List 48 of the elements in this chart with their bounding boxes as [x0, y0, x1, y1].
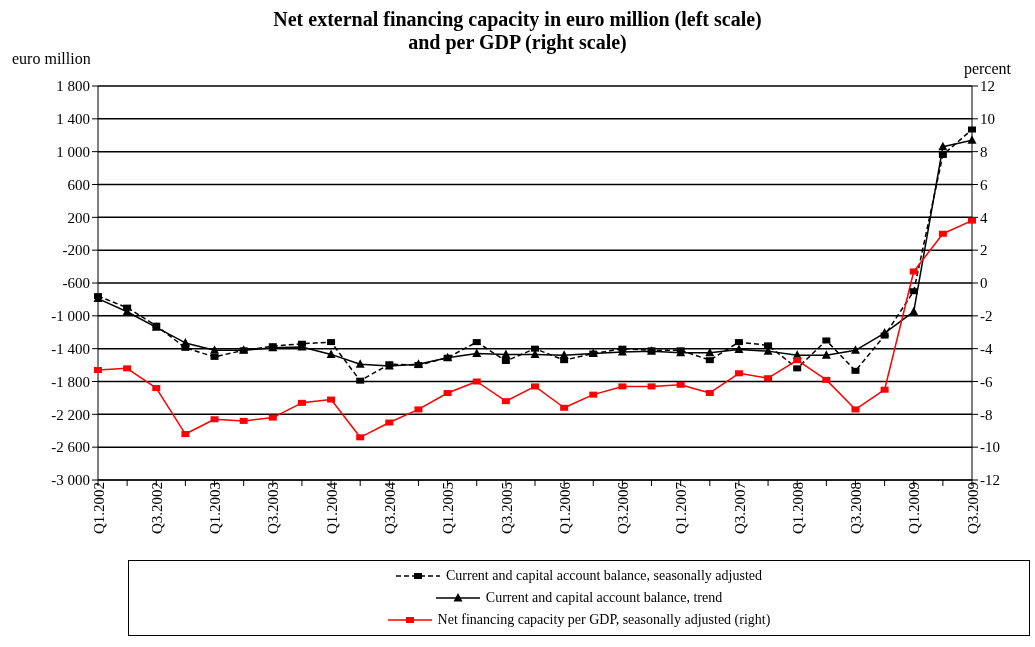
x-tick-label: Q3.2009 [964, 482, 981, 535]
y2-tick-label: -12 [980, 472, 1000, 489]
x-tick-label: Q1.2009 [906, 482, 923, 535]
chart-title: Net external financing capacity in euro million (left scale) and per GDP (right scale) [272, 8, 763, 53]
y-tick-label: -600 [62, 275, 90, 292]
legend-label: Current and capital account balance, seasonally adjusted [445, 568, 763, 584]
x-tick-label: Q3.2004 [381, 481, 398, 535]
y-tick-label: -2 600 [51, 439, 90, 456]
x-tick-label: Q1.2004 [323, 481, 340, 535]
y2-tick-label: -10 [980, 439, 1000, 456]
y-tick-label: -200 [62, 242, 90, 259]
y-tick-label: -1 800 [51, 373, 90, 390]
legend-label: Current and capital account balance, trend [485, 590, 723, 606]
y-tick-label: 1 800 [56, 78, 90, 95]
y-axis-title: euro million [12, 50, 91, 68]
y2-tick-label: 0 [980, 275, 988, 292]
y2-tick-label: 8 [980, 143, 988, 160]
x-tick-label: Q1.2002 [90, 482, 107, 535]
y-tick-label: -2 200 [51, 406, 90, 423]
y2-tick-label: -2 [980, 308, 993, 325]
x-tick-label: Q1.2006 [556, 481, 573, 535]
y2-tick-label: 6 [980, 176, 988, 193]
y2-axis-title: percent [963, 60, 1011, 78]
x-tick-label: Q3.2007 [731, 481, 748, 535]
y2-tick-label: -6 [980, 373, 993, 390]
x-tick-label: Q3.2005 [498, 482, 515, 535]
y-tick-label: -1 000 [51, 308, 90, 325]
x-tick-label: Q1.2005 [440, 482, 457, 535]
y-tick-label: -3 000 [51, 472, 90, 489]
x-tick-label: Q3.2002 [148, 482, 165, 535]
x-tick-label: Q1.2007 [673, 481, 690, 535]
x-tick-label: Q3.2006 [615, 481, 632, 535]
y2-tick-label: -8 [980, 406, 993, 423]
y-tick-label: 600 [67, 176, 90, 193]
y-tick-label: 200 [67, 209, 90, 226]
y-tick-label: -1 400 [51, 340, 90, 357]
y2-tick-label: 12 [980, 78, 995, 95]
y2-tick-label: 10 [980, 111, 995, 128]
x-tick-label: Q3.2003 [265, 482, 282, 535]
y2-tick-label: -4 [980, 340, 993, 357]
x-tick-label: Q1.2003 [207, 482, 224, 535]
x-tick-label: Q3.2008 [848, 482, 865, 535]
legend-label: Net financing capacity per GDP, seasonally adjusted (right) [437, 612, 771, 628]
y-tick-label: 1 000 [56, 143, 90, 160]
y2-tick-label: 4 [980, 209, 988, 226]
y-tick-label: 1 400 [56, 111, 90, 128]
y2-tick-label: 2 [980, 242, 988, 259]
x-tick-label: Q1.2008 [789, 482, 806, 535]
